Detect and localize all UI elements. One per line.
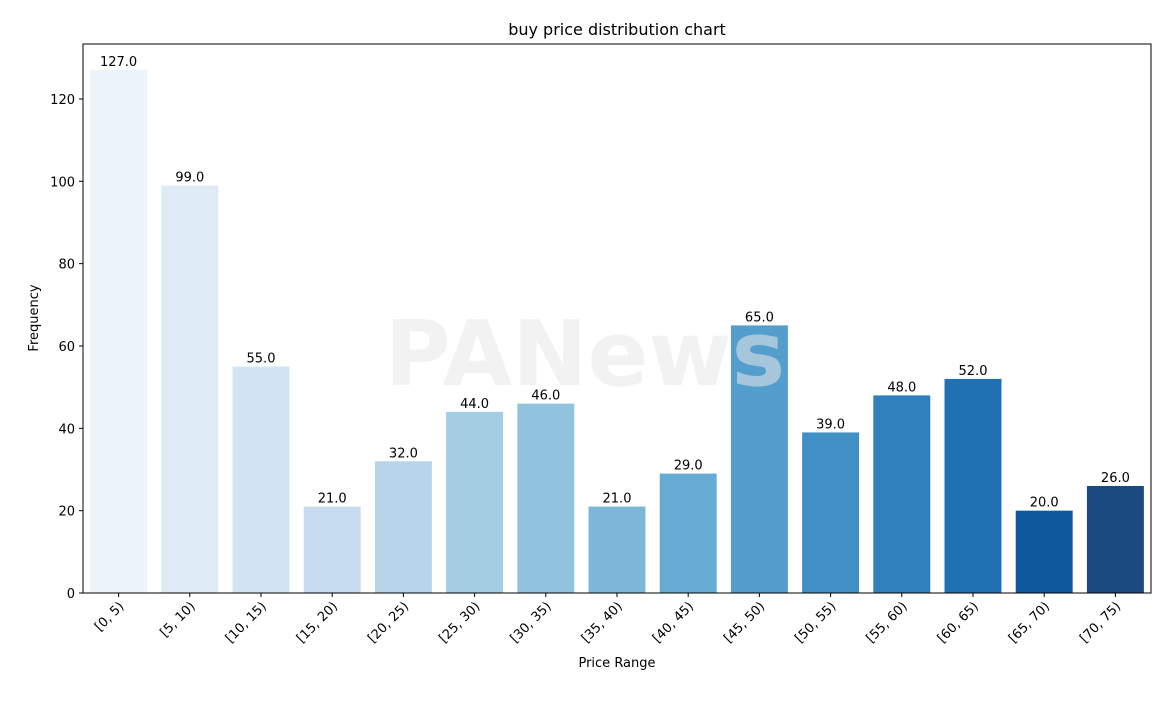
x-tick-label: [65, 70)	[1006, 599, 1053, 646]
bar	[659, 473, 717, 593]
value-label: 26.0	[1101, 471, 1130, 486]
value-label: 99.0	[175, 170, 204, 185]
value-label: 21.0	[318, 492, 347, 507]
y-tick-label: 0	[67, 587, 75, 602]
x-tick-label: [30, 35)	[508, 599, 555, 646]
y-tick-label: 120	[50, 93, 75, 108]
bar	[944, 378, 1002, 593]
y-tick-label: 80	[58, 258, 75, 273]
bar	[232, 366, 290, 593]
value-label: 32.0	[389, 446, 418, 461]
bar	[446, 411, 504, 593]
x-tick-label: [60, 65)	[935, 599, 982, 646]
x-tick-label: [45, 50)	[721, 599, 768, 646]
value-label: 127.0	[100, 55, 137, 70]
value-label: 20.0	[1030, 496, 1059, 511]
watermark: PANews	[385, 302, 785, 407]
value-label: 21.0	[603, 492, 632, 507]
bar	[873, 395, 931, 593]
y-axis-label: Frequency	[27, 284, 42, 351]
value-label: 46.0	[531, 389, 560, 404]
x-tick-label: [40, 45)	[650, 599, 697, 646]
x-tick-label: [35, 40)	[579, 599, 626, 646]
value-label: 65.0	[745, 310, 774, 325]
bar	[303, 506, 361, 593]
chart-title: buy price distribution chart	[508, 20, 726, 39]
x-tick-label: [50, 55)	[792, 599, 839, 646]
x-tick-label: [70, 75)	[1077, 599, 1124, 646]
bar	[588, 506, 646, 593]
value-label: 29.0	[674, 459, 703, 474]
value-label: 55.0	[247, 352, 276, 367]
bar	[802, 432, 860, 593]
value-label: 52.0	[959, 364, 988, 379]
bars	[90, 70, 1144, 593]
y-tick-label: 20	[58, 505, 75, 520]
x-tick-label: [15, 20)	[294, 599, 341, 646]
y-tick-label: 100	[50, 175, 75, 190]
bar	[374, 461, 432, 593]
value-label: 44.0	[460, 397, 489, 412]
bar	[1015, 510, 1073, 593]
x-tick-label: [0, 5)	[92, 599, 127, 634]
bar	[730, 325, 788, 593]
x-axis-label: Price Range	[578, 656, 655, 671]
bar	[1086, 485, 1144, 593]
value-label: 39.0	[816, 417, 845, 432]
bar	[161, 185, 219, 593]
bar	[517, 403, 575, 593]
x-tick-label: [20, 25)	[365, 599, 412, 646]
x-tick-label: [10, 15)	[223, 599, 270, 646]
y-tick-label: 60	[58, 340, 75, 355]
x-tick-label: [55, 60)	[864, 599, 911, 646]
value-label: 48.0	[887, 380, 916, 395]
y-tick-label: 40	[58, 422, 75, 437]
x-tick-label: [5, 10)	[157, 599, 198, 640]
x-tick-label: [25, 30)	[436, 599, 483, 646]
bar	[90, 70, 148, 593]
